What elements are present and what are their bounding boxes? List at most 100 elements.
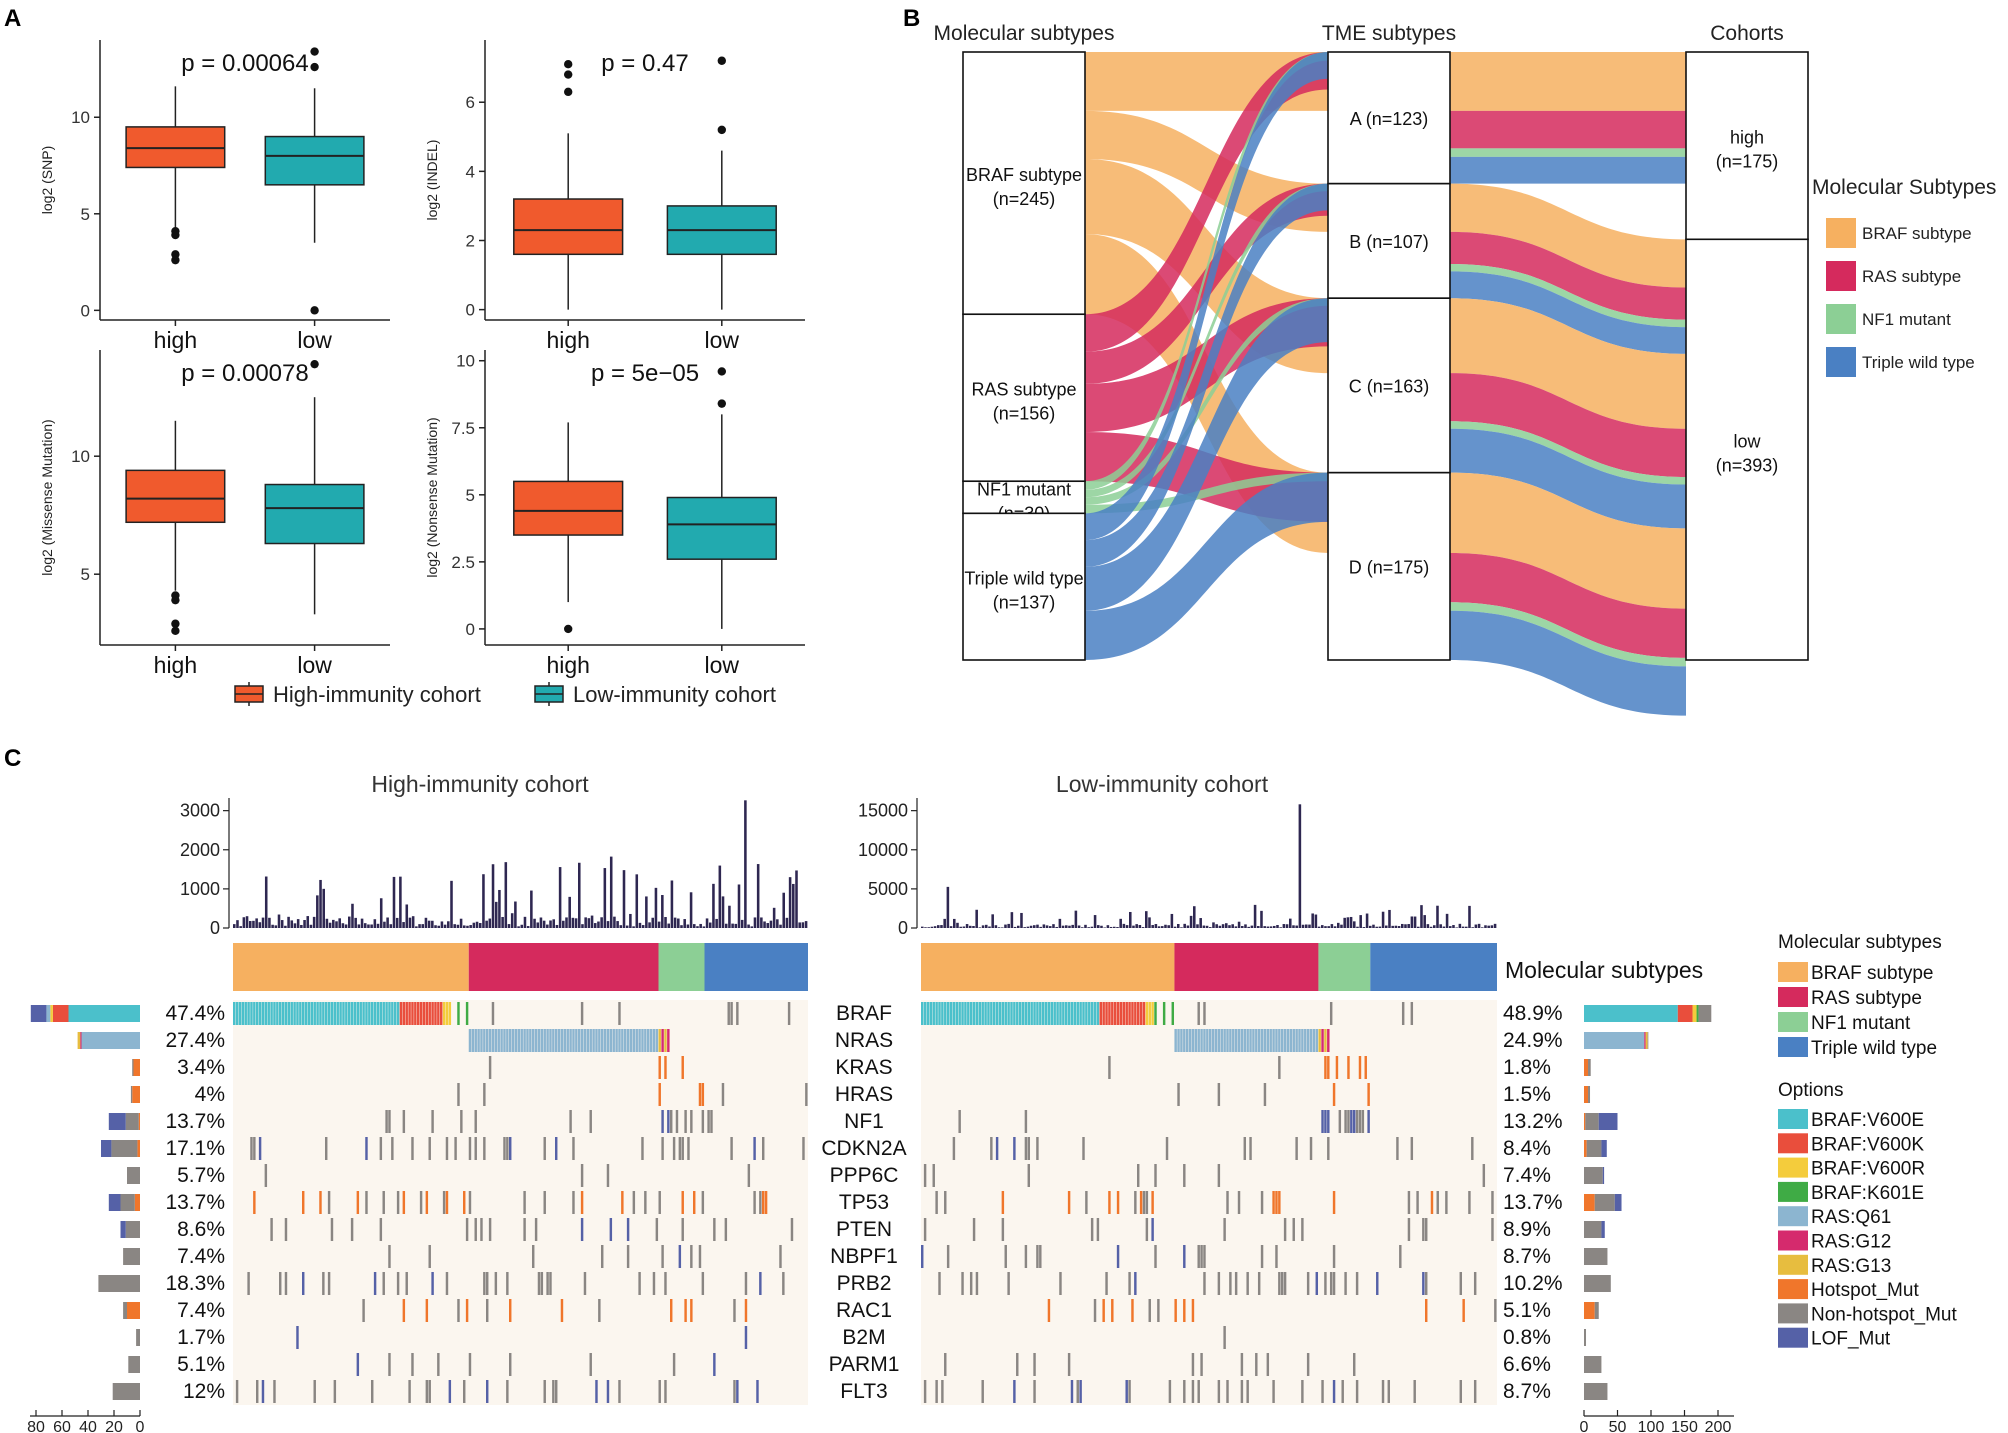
outlier-point (171, 230, 180, 240)
mutation-cell (961, 1002, 964, 1025)
molecular-subtype-node (962, 313, 1086, 483)
mutation-cell (1200, 1353, 1203, 1376)
gene-label: NBPF1 (830, 1245, 898, 1268)
tmb-bar (785, 917, 789, 928)
y-tick-label: 10 (456, 352, 475, 371)
tmb-bar (584, 917, 587, 928)
mutation-cell (471, 1029, 475, 1052)
pct-low-label: 48.9% (1503, 1002, 1563, 1025)
mutation-cell (250, 1137, 253, 1160)
tmb-bar (268, 917, 271, 928)
tmb-bar (510, 913, 514, 928)
mutation-cell (1272, 1191, 1275, 1214)
side-axis-label: 100 (1638, 1419, 1665, 1433)
tmb-bar (673, 917, 677, 928)
outlier-point (717, 125, 726, 135)
mutation-cell (572, 1191, 575, 1214)
mutation-cell (1134, 1002, 1137, 1025)
mutation-cell (1255, 1353, 1258, 1376)
mutation-cell (1067, 1191, 1071, 1214)
mutation-cell (480, 1218, 483, 1241)
mutation-cell (658, 1083, 661, 1106)
mutation-cell (313, 1002, 316, 1025)
tmb-bar (975, 909, 978, 928)
frequency-bar-segment (1601, 1221, 1605, 1238)
panel-a-boxplots: 0 5 10 log2 (SNP) p = 0.00064 high low 0 2 4 6 log2… (39, 40, 805, 707)
mutation-cell (1134, 1272, 1137, 1295)
mutation-cell (1387, 1380, 1391, 1403)
x-tick-label: high (154, 652, 197, 678)
mutation-cell (921, 1245, 924, 1268)
tmb-bar (498, 889, 501, 928)
tmb-bar (568, 896, 571, 928)
tmb-bar (1449, 926, 1452, 928)
mutation-cell (1327, 1137, 1330, 1160)
mutation-cell (348, 1002, 351, 1025)
mutation-cell (1309, 1137, 1313, 1160)
mutation-cell (675, 1110, 679, 1133)
tmb-bar (1129, 911, 1132, 928)
mutation-cell (1473, 1272, 1477, 1295)
mutation-cell (1165, 1137, 1169, 1160)
outlier-point (564, 87, 573, 97)
mutation-cell (304, 1002, 308, 1025)
frequency-bar-segment (101, 1140, 112, 1157)
tmb-bar (1285, 924, 1289, 928)
mutation-cell (661, 1245, 664, 1268)
mutation-cell (923, 1380, 927, 1403)
mutation-cell (1154, 1002, 1157, 1025)
mutation-cell (333, 1380, 337, 1403)
tmb-bar (287, 916, 290, 928)
mutation-cell (926, 1002, 930, 1025)
frequency-bar-segment (136, 1329, 140, 1346)
subtype-track-high (233, 943, 808, 991)
tmb-bar (708, 922, 712, 928)
tmb-y-tick-label: 0 (210, 918, 220, 938)
mutation-cell (1226, 1191, 1229, 1214)
tmb-bar (956, 922, 959, 928)
outlier-point (310, 359, 319, 369)
mutation-cell (1278, 1029, 1281, 1052)
mutation-cell (555, 1137, 558, 1160)
mutation-cell (1318, 1029, 1321, 1052)
mutation-cell (661, 1110, 664, 1133)
tmb-bar (1359, 915, 1362, 928)
mutation-cell (488, 1056, 492, 1079)
mutation-cell (681, 1218, 684, 1241)
mutation-cell (425, 1299, 429, 1322)
mutation-cell (1234, 1272, 1238, 1295)
tmb-low-cohort: 0 5000 10000 15000 (858, 798, 1497, 938)
mutation-cell (543, 1029, 546, 1052)
mutation-cell (1283, 1272, 1287, 1295)
tmb-bar (1020, 912, 1023, 928)
mutation-cell (1232, 1029, 1235, 1052)
tmb-bar (1461, 926, 1465, 928)
mutation-cell (1494, 1299, 1497, 1322)
tmb-bar (411, 916, 415, 928)
mutation-cell (302, 1002, 305, 1025)
tmb-bar (1173, 926, 1177, 928)
mutation-cell (1018, 1002, 1022, 1025)
mutation-cell (1223, 1326, 1226, 1349)
mutation-cell (638, 1029, 641, 1052)
cohort-count: (n=393) (1716, 456, 1779, 476)
mutation-cell (261, 1002, 265, 1025)
gene-label: PARM1 (829, 1353, 900, 1376)
mutation-cell (1085, 1002, 1088, 1025)
tmb-bar (651, 917, 655, 928)
mutation-cell (698, 1083, 702, 1106)
mutation-cell (310, 1002, 314, 1025)
mutation-cell (483, 1272, 486, 1295)
mutation-cell (537, 1272, 541, 1295)
gene-label: B2M (842, 1326, 885, 1349)
mutation-cell (1162, 1002, 1166, 1025)
tmb-bar (1157, 926, 1161, 928)
tme-subtype-node (1327, 471, 1451, 661)
mutation-cell (1116, 1191, 1120, 1214)
tmb-bar (994, 925, 998, 928)
x-tick-label: low (297, 327, 332, 353)
flow-tme-to-cohort (1450, 148, 1686, 157)
mutation-cell (658, 1380, 661, 1403)
mutation-cell (744, 1326, 748, 1349)
mutation-cell (1197, 1380, 1200, 1403)
